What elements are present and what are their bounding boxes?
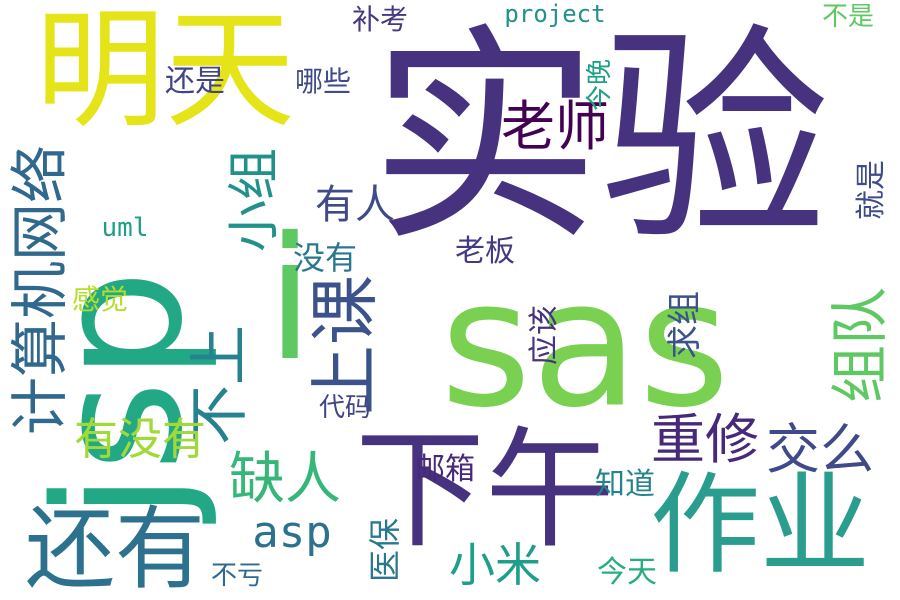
word-yinggai: 应该 (527, 305, 562, 365)
word-haishi: 还是 (165, 64, 225, 99)
word-laoban: 老板 (455, 234, 515, 269)
word-jisuanjiwangluo: 计算机网络 (6, 144, 74, 436)
word-jiaome: 交么 (766, 418, 874, 481)
word-project: project (504, 0, 606, 28)
word-jiushi: 就是 (854, 160, 889, 220)
word-qiuzu: 求组 (665, 291, 705, 359)
word-jintian: 今天 (597, 555, 657, 590)
word-mingtian: 明天 (34, 0, 296, 146)
word-ganjue: 感觉 (71, 283, 129, 316)
word-zuoye: 作业 (650, 461, 870, 589)
word-asp: asp (252, 507, 332, 558)
word-uml: uml (101, 213, 149, 243)
word-meiyou: 没有 (292, 239, 358, 277)
word-xiaomi: 小米 (449, 538, 541, 592)
word-jinwan: 今晚 (585, 58, 615, 112)
word-haiyou: 还有 (25, 497, 205, 600)
word-bukui: 不亏 (210, 561, 264, 591)
word-zudui: 组队 (826, 286, 894, 404)
word-sas: sas (440, 243, 730, 447)
word-bushi: 不是 (821, 2, 875, 32)
word-zhidao: 知道 (595, 467, 655, 502)
word-youren: 有人 (315, 182, 395, 228)
word-i: i (266, 201, 314, 399)
word-queren: 缺人 (229, 447, 341, 512)
word-youmeiyou: 有没有 (74, 414, 206, 465)
word-chongxiu: 重修 (651, 408, 759, 471)
word-yibao: 医保 (366, 517, 404, 583)
word-buxiao: 补考 (351, 3, 409, 36)
word-shiyan: 实验 (369, 6, 831, 273)
word-xiawu: 下午 (354, 414, 616, 566)
word-youxiang: 邮箱 (415, 452, 475, 487)
word-xiaozu: 小组 (225, 147, 285, 253)
word-nage: 哪些 (294, 65, 352, 98)
word-daima: 代码 (318, 393, 372, 423)
word-laoshi: 老师 (501, 95, 609, 158)
